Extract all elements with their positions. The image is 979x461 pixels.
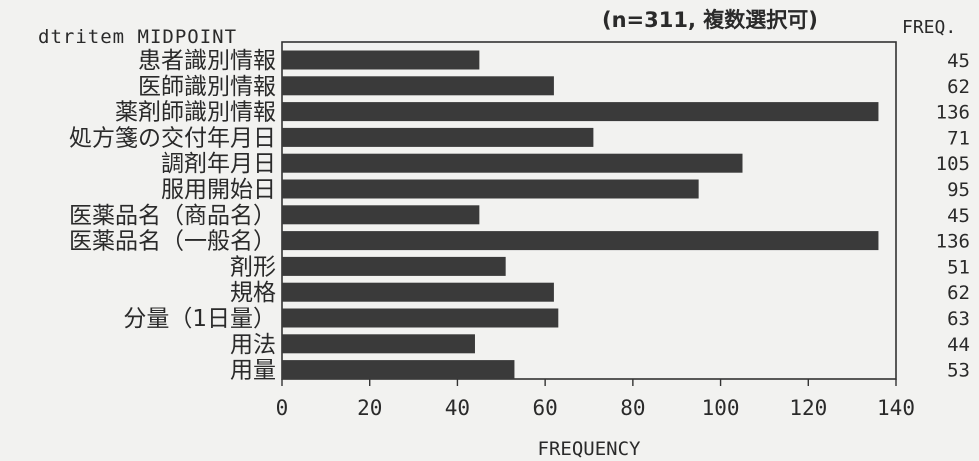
value-label: 136 (936, 231, 970, 253)
sample-note: (n=311, 複数選択可) (602, 8, 818, 32)
bar (282, 334, 475, 354)
value-label: 105 (936, 153, 970, 175)
category-label: 医薬品名（一般名） (69, 229, 276, 255)
value-label: 45 (947, 50, 970, 72)
value-label: 44 (947, 334, 970, 356)
x-tick-label: 60 (532, 396, 557, 420)
bar (282, 76, 554, 96)
bar (282, 360, 515, 380)
x-tick-label: 140 (877, 396, 915, 420)
category-label: 分量（1日量） (123, 306, 276, 332)
value-label: 136 (936, 102, 970, 124)
x-tick-label: 80 (620, 396, 645, 420)
category-label: 医薬品名（商品名） (69, 203, 276, 229)
value-label: 53 (947, 360, 970, 382)
bar (282, 256, 506, 276)
category-label: 薬剤師識別情報 (115, 100, 276, 126)
value-label: 62 (947, 76, 970, 98)
bar (282, 50, 480, 70)
x-axis-title: FREQUENCY (538, 438, 642, 460)
x-tick-label: 100 (702, 396, 740, 420)
category-labels-group: 患者識別情報医師識別情報薬剤師識別情報処方箋の交付年月日調剤年月日服用開始日医薬… (69, 48, 276, 384)
x-tick-label: 120 (789, 396, 827, 420)
value-label: 62 (947, 282, 970, 304)
category-label: 患者識別情報 (138, 48, 276, 74)
value-labels-group: 45 62 136 71 105 95 45 136 51 62 63 44 53 (936, 50, 970, 382)
x-tick-label: 40 (445, 396, 470, 420)
category-label: 用量 (230, 358, 276, 384)
bar (282, 179, 699, 199)
bar (282, 153, 743, 173)
bar (282, 308, 559, 328)
category-label: 医師識別情報 (138, 74, 276, 100)
value-label: 51 (947, 256, 970, 278)
bar (282, 102, 879, 122)
bars-group (282, 50, 879, 380)
category-label: 規格 (230, 280, 276, 306)
category-label: 剤形 (230, 254, 276, 280)
x-axis-ticks-group: 0 20 40 60 80 100 120 140 (276, 379, 915, 420)
value-label: 45 (947, 205, 970, 227)
x-tick-label: 0 (276, 396, 289, 420)
category-label: 処方箋の交付年月日 (69, 125, 276, 151)
category-label: 服用開始日 (161, 177, 276, 203)
value-label: 95 (947, 179, 970, 201)
category-header: dtritem MIDPOINT (38, 26, 237, 48)
bar (282, 205, 480, 225)
bar (282, 127, 594, 147)
category-label: 調剤年月日 (161, 151, 276, 177)
value-label: 63 (947, 308, 970, 330)
x-tick-label: 20 (357, 396, 382, 420)
value-header: FREQ. (902, 17, 956, 38)
bar (282, 231, 879, 251)
bar (282, 282, 554, 302)
value-label: 71 (947, 127, 970, 149)
category-label: 用法 (230, 332, 276, 358)
